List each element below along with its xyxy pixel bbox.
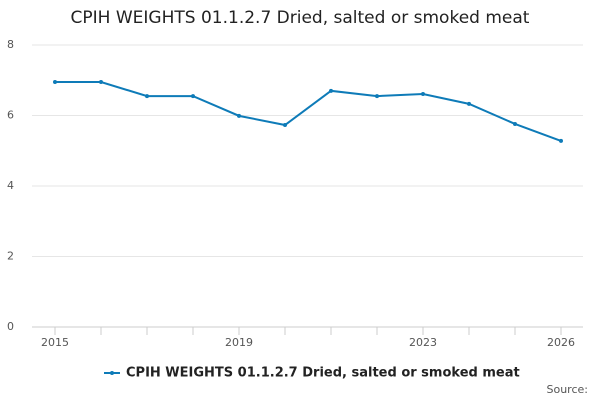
y-tick-label: 4 <box>7 179 14 192</box>
point <box>237 113 241 118</box>
point <box>145 94 149 99</box>
point <box>99 80 103 85</box>
chart-title: CPIH WEIGHTS 01.1.2.7 Dried, salted or s… <box>71 8 530 28</box>
legend-label: CPIH WEIGHTS 01.1.2.7 Dried, salted or s… <box>126 366 520 381</box>
y-tick-label: 2 <box>7 250 14 263</box>
line <box>55 81 562 142</box>
y-tick-label: 6 <box>7 109 14 122</box>
point <box>467 101 471 106</box>
x-tick-label: 2023 <box>409 336 437 349</box>
point <box>191 94 195 99</box>
source-label: Source: <box>547 383 589 396</box>
x-tick-label: 2026 <box>547 336 575 349</box>
point <box>283 123 287 128</box>
point <box>513 121 517 126</box>
point <box>53 80 57 85</box>
x-tick-label: 2015 <box>41 336 69 349</box>
legend-marker <box>110 371 114 375</box>
x-tick-label: 2019 <box>225 336 253 349</box>
point <box>329 88 333 93</box>
point <box>559 138 563 143</box>
y-tick-label: 8 <box>7 38 14 51</box>
point <box>375 94 379 99</box>
y-tick-label: 0 <box>7 320 14 333</box>
point <box>421 91 425 96</box>
